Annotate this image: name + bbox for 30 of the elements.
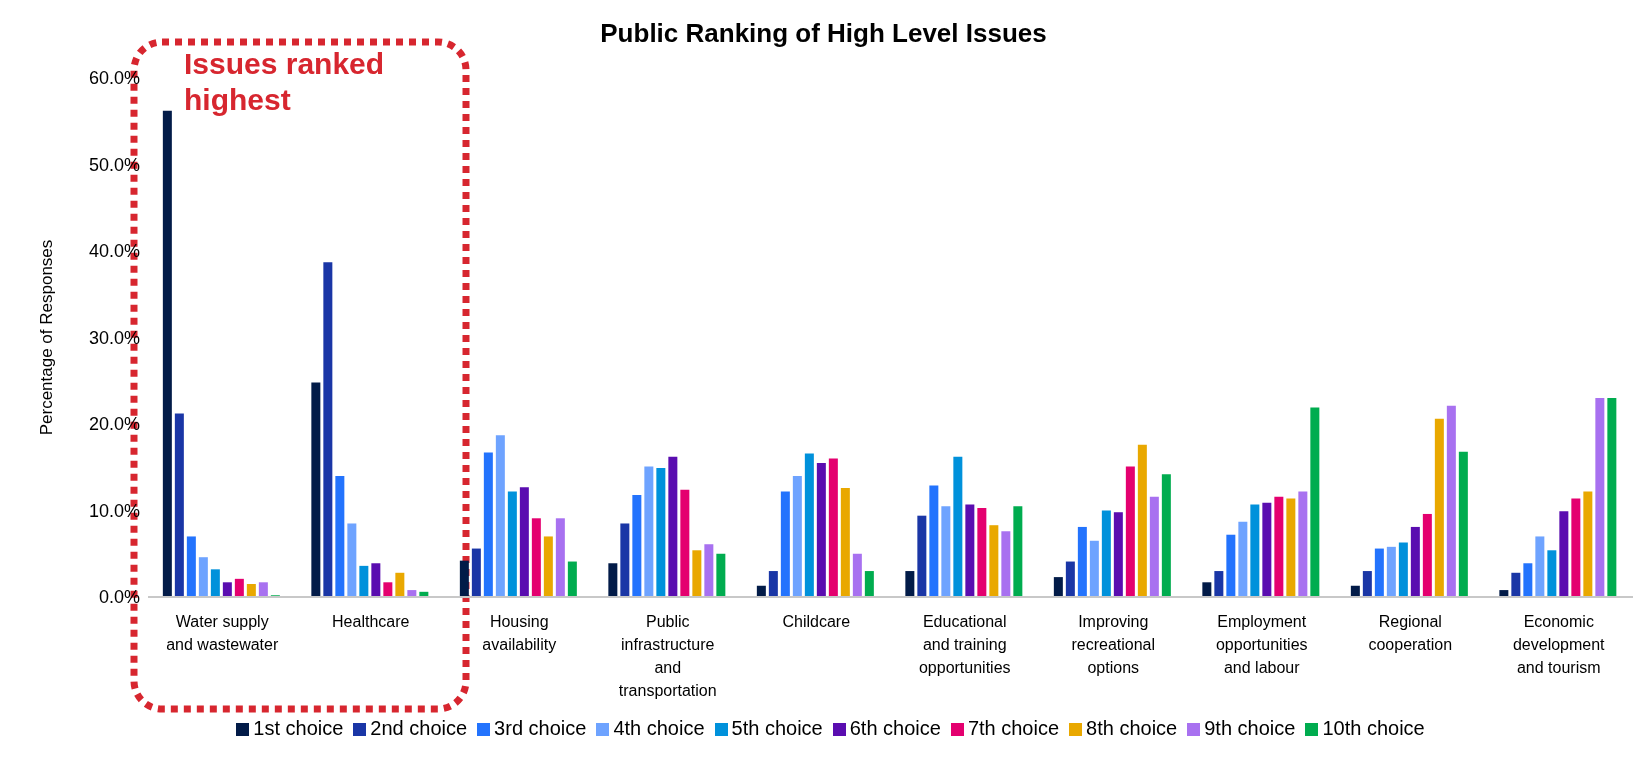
x-tick-label: Employment opportunities and labour xyxy=(1215,613,1308,676)
y-tick-label: 40.0% xyxy=(88,241,140,262)
y-tick-label: 30.0% xyxy=(88,327,140,348)
x-tick-label: Public infrastructure and transportation xyxy=(618,613,717,699)
legend-label: 1st choice xyxy=(253,717,344,739)
legend-label: 3rd choice xyxy=(494,717,587,739)
legend-label: 8th choice xyxy=(1086,717,1178,739)
y-tick-label: 10.0% xyxy=(88,500,140,521)
x-tick-label: Regional cooperation xyxy=(1368,613,1453,653)
x-tick-label: Healthcare xyxy=(332,613,410,630)
x-tick-label: Educational and training opportunities xyxy=(918,613,1011,676)
legend-label: 5th choice xyxy=(731,717,823,739)
legend-label: 7th choice xyxy=(967,717,1060,739)
x-tick-label: Childcare xyxy=(782,613,851,630)
chart-title: Public Ranking of High Level Issues xyxy=(600,18,1047,48)
y-tick-label: 0.0% xyxy=(98,587,140,608)
legend-label: 6th choice xyxy=(849,717,941,739)
legend-label: 10th choice xyxy=(1322,717,1425,739)
annotation: Issues ranked highest xyxy=(184,46,386,118)
legend-label: 2nd choice xyxy=(370,717,468,739)
legend-label: 9th choice xyxy=(1204,717,1296,739)
x-tick-label: Improving recreational options xyxy=(1071,613,1156,676)
legend-label: 4th choice xyxy=(613,717,705,739)
x-tick-label: Housing availability xyxy=(482,613,557,653)
y-tick-label: 20.0% xyxy=(88,414,140,435)
y-axis-title: Percentage of Responses xyxy=(37,239,57,436)
x-tick-label: Economic development and tourism xyxy=(1512,613,1606,676)
x-tick-label: Water supply and wastewater xyxy=(166,613,279,653)
y-tick-label: 50.0% xyxy=(88,154,140,175)
y-tick-label: 60.0% xyxy=(88,68,140,89)
